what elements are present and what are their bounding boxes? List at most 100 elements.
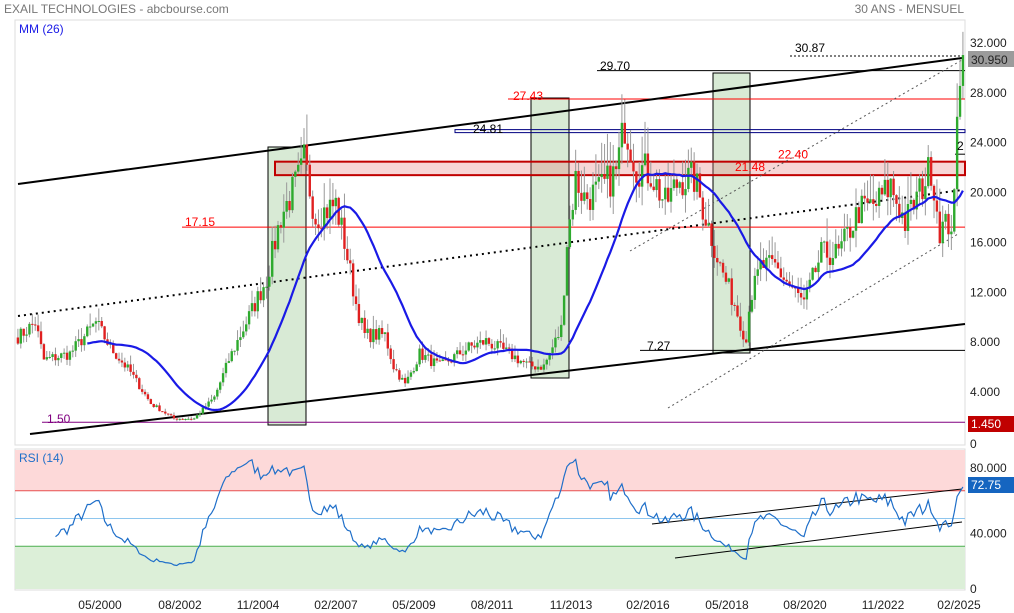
candle-body bbox=[918, 178, 921, 192]
rsi-reference-lines bbox=[15, 490, 965, 547]
candle-body bbox=[617, 147, 621, 170]
candle-body bbox=[349, 260, 352, 264]
candle-body bbox=[609, 165, 612, 197]
candle-body bbox=[490, 343, 494, 349]
candle-body bbox=[224, 362, 228, 374]
time-tick-label: 08/2020 bbox=[783, 598, 827, 612]
candle-body bbox=[415, 364, 418, 372]
candle-body bbox=[343, 217, 346, 249]
candle-body bbox=[245, 324, 248, 332]
candle-body bbox=[143, 391, 147, 395]
time-tick-label: 11/2004 bbox=[237, 598, 280, 612]
candle-body bbox=[299, 158, 303, 165]
candle-body bbox=[455, 350, 459, 355]
candle-body bbox=[323, 207, 326, 229]
candle-body bbox=[906, 204, 910, 231]
candle-body bbox=[114, 353, 118, 359]
candle-body bbox=[912, 199, 915, 210]
candle-body bbox=[181, 418, 184, 420]
candle-body bbox=[496, 341, 499, 349]
candle-body bbox=[247, 311, 251, 325]
candle-body bbox=[473, 345, 476, 348]
candle-body bbox=[450, 361, 453, 363]
candle-body bbox=[721, 262, 725, 273]
candle-body bbox=[638, 182, 641, 187]
moving-average-line bbox=[87, 172, 964, 412]
candle-body bbox=[629, 149, 632, 163]
candle-body bbox=[742, 330, 745, 340]
candle-body bbox=[770, 255, 774, 260]
candle-body bbox=[242, 331, 245, 338]
candle-body bbox=[646, 153, 650, 184]
rsi-oversold-zone bbox=[15, 546, 965, 589]
candle-body bbox=[562, 295, 566, 325]
candle-body bbox=[389, 348, 392, 360]
candle-body bbox=[831, 258, 835, 265]
candle-body bbox=[311, 196, 314, 219]
candle-body bbox=[548, 352, 551, 360]
candle-body bbox=[574, 170, 577, 210]
candle-body bbox=[62, 352, 66, 354]
period-label: 30 ANS - MENSUEL bbox=[855, 2, 965, 16]
candle-body bbox=[516, 355, 520, 364]
level-labels: 30.87 29.70 27.43 24.81 17.15 7.27 1.50 2 22.40 2… bbox=[47, 41, 964, 426]
candle-body bbox=[484, 338, 488, 345]
candle-body bbox=[195, 415, 199, 419]
candle-body bbox=[213, 396, 216, 400]
candle-body bbox=[909, 199, 913, 205]
candle-body bbox=[747, 311, 751, 343]
candle-body bbox=[565, 247, 569, 296]
candle-body bbox=[768, 255, 771, 258]
candle-body bbox=[100, 320, 103, 327]
candle-body bbox=[880, 187, 884, 195]
candle-body bbox=[823, 241, 826, 243]
lower-channel-line bbox=[29, 323, 966, 435]
candles bbox=[16, 31, 965, 422]
time-axis: 05/2000 08/2002 11/2004 02/2007 05/2009 08/20… bbox=[78, 598, 981, 612]
candle-body bbox=[83, 336, 86, 346]
time-tick-label: 05/2000 bbox=[78, 598, 122, 612]
price-tick-label: 0 bbox=[970, 437, 977, 451]
candle-body bbox=[334, 197, 337, 207]
candle-body bbox=[325, 207, 329, 219]
price-tick-label: 32.000 bbox=[970, 36, 1007, 50]
candle-body bbox=[635, 171, 638, 183]
candle-body bbox=[958, 85, 962, 117]
candle-body bbox=[603, 173, 606, 179]
candle-body bbox=[216, 389, 219, 397]
candle-body bbox=[285, 200, 288, 212]
candle-body bbox=[869, 199, 872, 203]
candle-body bbox=[664, 187, 667, 200]
candle-body bbox=[872, 199, 875, 204]
candle-body bbox=[369, 328, 372, 343]
candle-body bbox=[265, 286, 268, 288]
candle-body bbox=[398, 370, 401, 380]
candle-body bbox=[418, 348, 421, 365]
candle-body bbox=[687, 167, 690, 190]
candle-body bbox=[421, 348, 424, 360]
last-price-value: 30.950 bbox=[971, 53, 1008, 67]
candle-body bbox=[583, 192, 586, 201]
level-label: 7.27 bbox=[647, 339, 671, 353]
candle-body bbox=[227, 361, 231, 363]
candle-body bbox=[851, 230, 855, 238]
candle-body bbox=[877, 187, 881, 206]
level-line bbox=[454, 129, 966, 134]
candle-body bbox=[612, 166, 615, 197]
rsi-value: 72.75 bbox=[971, 478, 1001, 492]
candle-body bbox=[308, 164, 311, 197]
time-tick-label: 02/2007 bbox=[314, 598, 358, 612]
candle-body bbox=[94, 321, 98, 324]
price-tick-label: 8.000 bbox=[970, 335, 1000, 349]
candle-body bbox=[539, 366, 543, 370]
candle-body bbox=[591, 184, 595, 210]
candle-body bbox=[149, 399, 153, 405]
rsi-overbought-zone bbox=[15, 450, 965, 491]
candle-body bbox=[883, 179, 887, 195]
candle-body bbox=[534, 366, 537, 370]
candle-body bbox=[233, 350, 236, 352]
candle-body bbox=[519, 360, 522, 364]
candle-body bbox=[681, 182, 684, 196]
candle-body bbox=[71, 350, 74, 352]
candle-body bbox=[701, 197, 705, 220]
